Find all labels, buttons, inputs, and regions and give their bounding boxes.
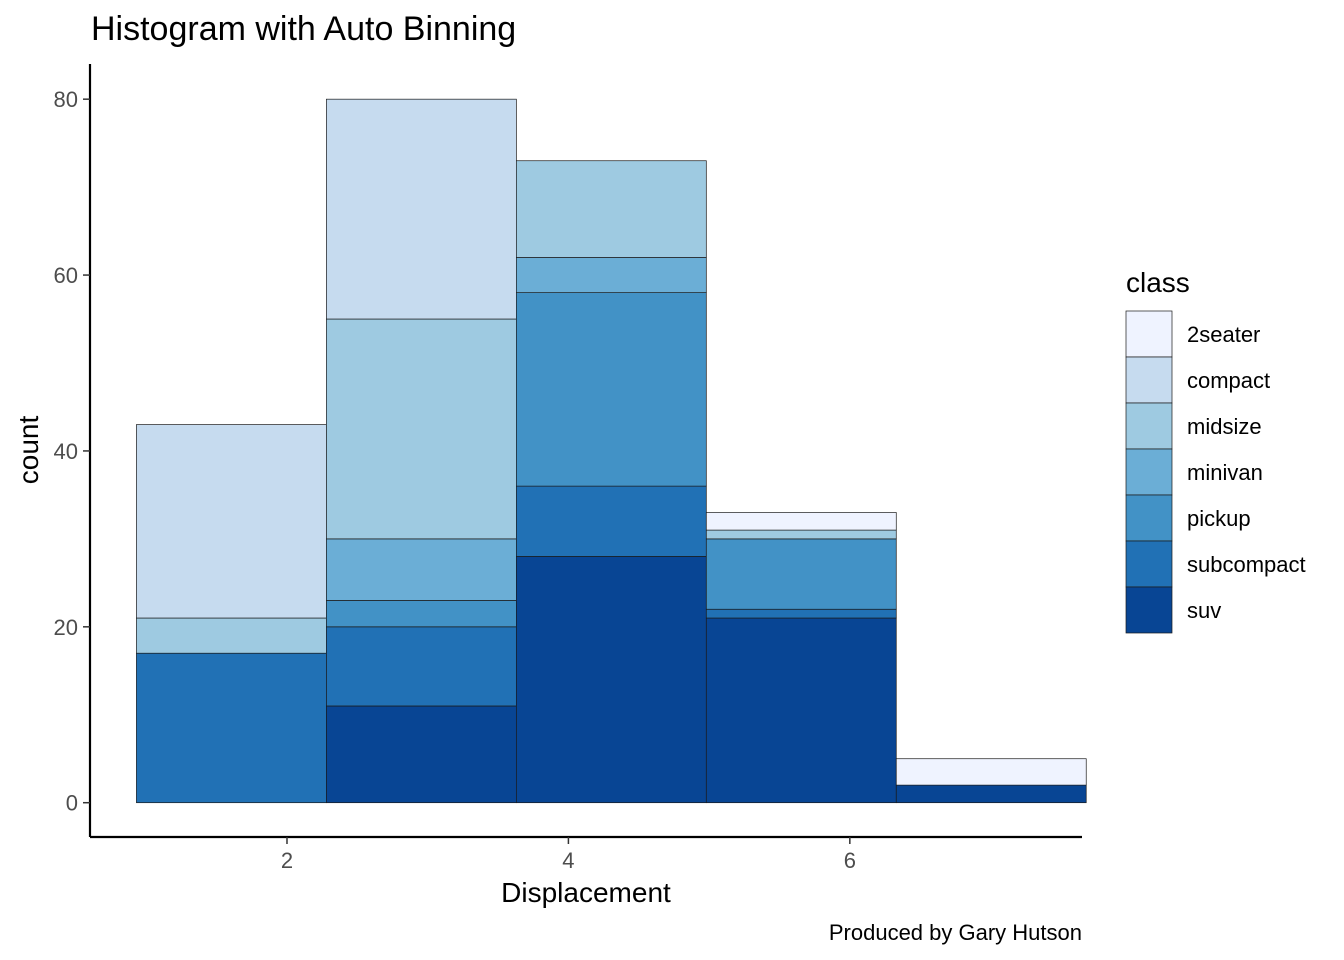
bar-segment-minivan [515,257,707,293]
bar-segment-subcompact [515,485,707,557]
legend-label-midsize: midsize [1187,414,1262,439]
bar-segment-pickup [326,600,517,628]
x-tick-label: 6 [844,848,856,873]
bar-segment-2seater [705,512,897,531]
y-tick-label: 20 [54,615,78,640]
legend-label-suv: suv [1187,598,1221,623]
legend-title: class [1126,267,1190,298]
legend-key-pickup [1125,494,1173,542]
bar-segment-subcompact [326,626,517,707]
y-tick-label: 60 [54,263,78,288]
bar-segment-pickup [515,292,707,487]
x-tick-label: 4 [562,848,574,873]
legend-label-pickup: pickup [1187,506,1251,531]
y-tick-label: 40 [54,439,78,464]
bar-segment-2seater [895,758,1087,786]
legend-key-midsize [1125,402,1173,450]
legend: class 2seater compact midsize minivan pickup… [1125,267,1306,634]
legend-label-subcompact: subcompact [1187,552,1306,577]
bar-segment-suv [895,784,1087,804]
chart-title: Histogram with Auto Binning [91,10,516,48]
legend-key-compact [1125,356,1173,404]
bar-segment-midsize [515,160,707,258]
bar-segment-pickup [705,538,897,610]
legend-key-subcompact [1125,540,1173,588]
legend-key-minivan [1125,448,1173,496]
bar-segment-subcompact [136,652,327,804]
bar-segment-midsize [326,318,517,540]
bar-segment-compact [326,98,517,320]
caption: Produced by Gary Hutson [829,920,1082,945]
bar-segment-compact [136,424,327,619]
x-axis-title: Displacement [501,877,671,908]
bars-layer [136,98,1087,804]
legend-key-2seater [1125,310,1173,358]
axes-layer: 0 20 40 60 80 2 4 6 [54,64,1082,873]
bar-segment-suv [515,556,707,804]
bar-segment-midsize [705,529,897,540]
y-axis-title: count [13,416,44,485]
legend-label-compact: compact [1187,368,1270,393]
legend-key-suv [1125,586,1173,634]
bar-segment-subcompact [705,608,897,619]
x-tick-label: 2 [281,848,293,873]
bar-segment-minivan [326,538,517,601]
y-tick-label: 80 [54,87,78,112]
legend-label-minivan: minivan [1187,460,1263,485]
bar-segment-midsize [136,617,327,654]
bar-segment-suv [705,617,897,804]
y-tick-label: 0 [66,791,78,816]
legend-label-2seater: 2seater [1187,322,1260,347]
bar-segment-suv [326,705,517,804]
